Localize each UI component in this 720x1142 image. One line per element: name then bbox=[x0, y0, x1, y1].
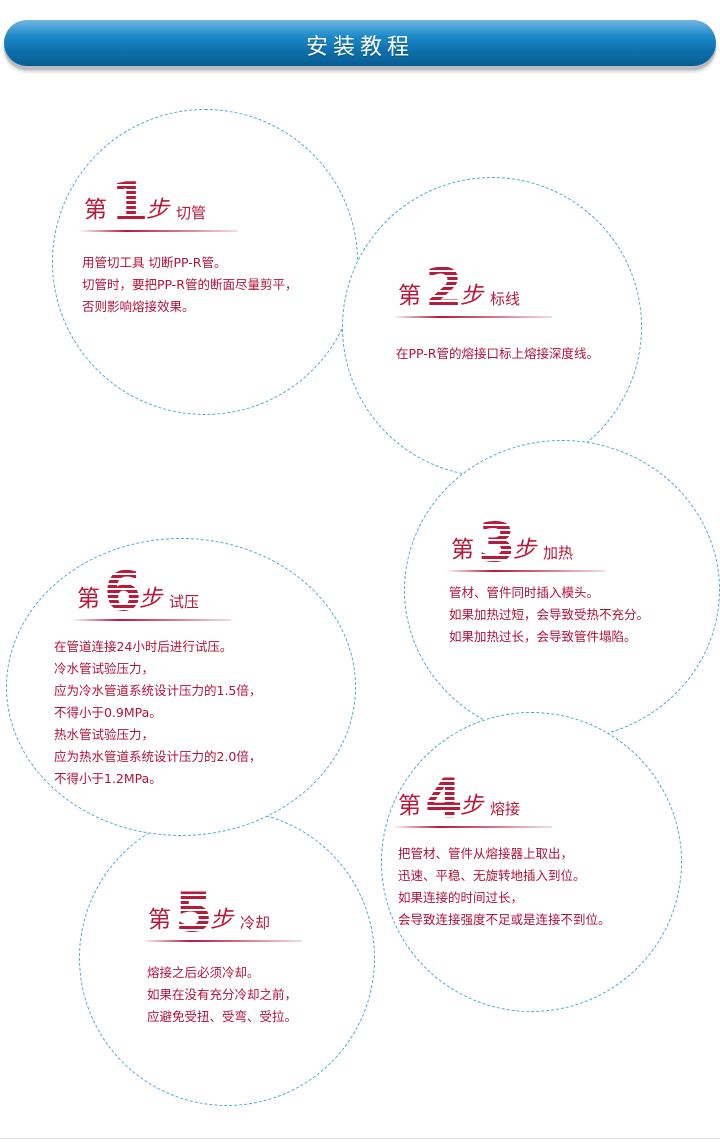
step-6-description: 在管道连接24小时后进行试压。 冷水管试验压力， 应为冷水管道系统设计压力的1.… bbox=[54, 636, 261, 790]
step-1-number: 1 bbox=[111, 171, 149, 234]
section-banner: 安装教程 bbox=[4, 20, 716, 66]
step-3-heading: 第 3 步 加热 bbox=[445, 511, 605, 574]
step-2-name: 标线 bbox=[490, 290, 521, 308]
step-1-line-2: 切管时，要把PP-R管的断面尽量剪平， bbox=[82, 277, 298, 292]
circle-step-5 bbox=[79, 810, 375, 1106]
step-5-underline bbox=[142, 940, 302, 942]
step-3-line-1: 管材、管件同时插入模头。 bbox=[449, 585, 600, 600]
step-6-number: 6 bbox=[104, 560, 142, 623]
step-2-suffix: 步 bbox=[460, 283, 483, 309]
step-2-underline bbox=[392, 316, 552, 318]
step-6-line-2: 冷水管试验压力， bbox=[54, 661, 155, 676]
step-4-description: 把管材、管件从熔接器上取出， 迅速、平稳、无旋转地插入到位。 如果连接的时间过长… bbox=[398, 843, 611, 931]
step-4-line-2: 迅速、平稳、无旋转地插入到位。 bbox=[398, 868, 586, 883]
step-4-line-4: 会导致连接强度不足或是连接不到位。 bbox=[398, 912, 611, 927]
step-3-suffix: 步 bbox=[513, 537, 536, 563]
step-3-prefix: 第 bbox=[451, 537, 474, 563]
step-3-line-2: 如果加热过短，会导致受热不充分。 bbox=[449, 607, 650, 622]
step-4-line-3: 如果连接的时间过长， bbox=[398, 890, 524, 905]
step-1-line-3: 否则影响熔接效果。 bbox=[82, 299, 195, 314]
step-5-name: 冷却 bbox=[240, 914, 271, 932]
step-4-number: 4 bbox=[425, 767, 463, 830]
step-2-number: 2 bbox=[425, 257, 463, 320]
step-3-number: 3 bbox=[478, 511, 516, 574]
step-6-underline bbox=[71, 619, 231, 621]
circle-step-1 bbox=[52, 109, 358, 415]
step-2-heading: 第 2 步 标线 bbox=[392, 257, 552, 320]
step-1-underline bbox=[78, 230, 238, 232]
step-2-prefix: 第 bbox=[398, 283, 421, 309]
step-6-name: 试压 bbox=[169, 593, 200, 611]
step-5-line-1: 熔接之后必须冷却。 bbox=[147, 965, 260, 980]
step-5-prefix: 第 bbox=[148, 907, 171, 933]
step-5-line-2: 如果在没有充分冷却之前， bbox=[147, 987, 298, 1002]
banner-title: 安装教程 bbox=[305, 35, 414, 60]
step-4-prefix: 第 bbox=[398, 793, 421, 819]
step-4-underline bbox=[392, 826, 552, 828]
step-1-prefix: 第 bbox=[84, 197, 107, 223]
step-3-name: 加热 bbox=[543, 544, 574, 562]
bottom-divider bbox=[0, 1138, 720, 1139]
step-6-suffix: 步 bbox=[139, 586, 162, 612]
step-1-line-1: 用管切工具 切断PP-R管。 bbox=[82, 255, 227, 270]
step-6-line-1: 在管道连接24小时后进行试压。 bbox=[54, 639, 233, 654]
step-1-heading: 第 1 步 切管 bbox=[78, 171, 238, 234]
step-4-name: 熔接 bbox=[490, 800, 521, 818]
step-3-line-3: 如果加热过长，会导致管件塌陷。 bbox=[449, 629, 637, 644]
step-5-number: 5 bbox=[175, 881, 213, 944]
step-5-suffix: 步 bbox=[210, 907, 233, 933]
step-5-line-3: 应避免受扭、受弯、受拉。 bbox=[147, 1009, 298, 1024]
step-4-suffix: 步 bbox=[460, 793, 483, 819]
step-5-description: 熔接之后必须冷却。 如果在没有充分冷却之前， 应避免受扭、受弯、受拉。 bbox=[147, 962, 297, 1028]
step-4-heading: 第 4 步 熔接 bbox=[392, 767, 552, 830]
step-6-line-7: 不得小于1.2MPa。 bbox=[54, 771, 162, 786]
circle-step-6 bbox=[6, 538, 356, 836]
step-3-description: 管材、管件同时插入模头。 如果加热过短，会导致受热不充分。 如果加热过长，会导致… bbox=[449, 582, 649, 648]
step-1-suffix: 步 bbox=[146, 197, 169, 223]
step-6-line-6: 应为热水管道系统设计压力的2.0倍， bbox=[54, 749, 262, 764]
step-1-name: 切管 bbox=[176, 204, 207, 222]
circle-step-4 bbox=[381, 712, 682, 1012]
step-6-line-4: 不得小于0.9MPa。 bbox=[54, 705, 162, 720]
step-2-description: 在PP-R管的熔接口标上熔接深度线。 bbox=[396, 343, 599, 365]
step-3-underline bbox=[445, 570, 605, 572]
step-5-heading: 第 5 步 冷却 bbox=[142, 881, 302, 944]
step-2-line-1: 在PP-R管的熔接口标上熔接深度线。 bbox=[396, 346, 599, 361]
step-6-prefix: 第 bbox=[77, 586, 100, 612]
step-6-heading: 第 6 步 试压 bbox=[71, 560, 231, 623]
step-6-line-3: 应为冷水管道系统设计压力的1.5倍， bbox=[54, 683, 262, 698]
step-4-line-1: 把管材、管件从熔接器上取出， bbox=[398, 846, 574, 861]
circle-step-2 bbox=[342, 177, 642, 477]
step-6-line-5: 热水管试验压力， bbox=[54, 727, 155, 742]
step-1-description: 用管切工具 切断PP-R管。 切管时，要把PP-R管的断面尽量剪平， 否则影响熔… bbox=[82, 252, 298, 318]
